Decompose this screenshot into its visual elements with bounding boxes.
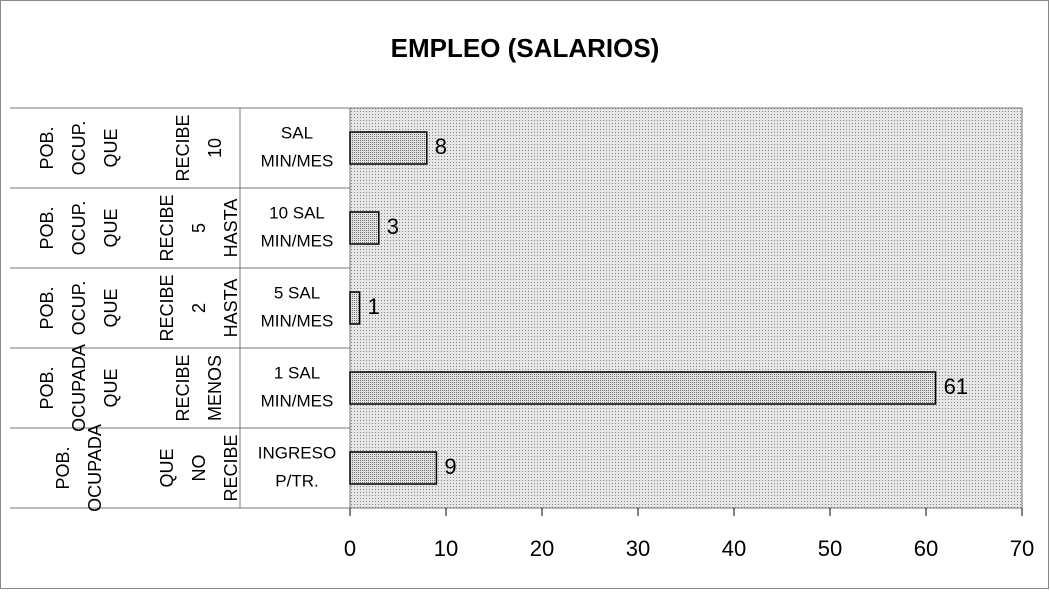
bar bbox=[349, 291, 361, 325]
category-label: OCUP. bbox=[69, 281, 89, 336]
x-tick-label: 60 bbox=[914, 536, 938, 561]
category-label: RECIBE bbox=[173, 354, 193, 421]
category-label: 2 bbox=[189, 303, 209, 313]
category-label: POB. bbox=[37, 286, 57, 329]
x-tick-label: 0 bbox=[344, 536, 356, 561]
category-label: MIN/MES bbox=[261, 231, 334, 250]
category-label: SAL bbox=[281, 123, 313, 142]
category-label: QUE bbox=[101, 368, 121, 407]
category-label: OCUPADA bbox=[69, 344, 89, 432]
category-label: 5 SAL bbox=[274, 283, 320, 302]
chart-title: EMPLEO (SALARIOS) bbox=[391, 33, 660, 63]
category-label: NO bbox=[189, 455, 209, 482]
category-label: OCUPADA bbox=[85, 424, 105, 512]
category-label: MIN/MES bbox=[261, 311, 334, 330]
category-label: QUE bbox=[157, 448, 177, 487]
plot-area bbox=[349, 107, 1023, 509]
x-tick-label: 30 bbox=[626, 536, 650, 561]
value-label: 3 bbox=[387, 214, 399, 239]
bar bbox=[349, 211, 380, 245]
category-label: RECIBE bbox=[157, 274, 177, 341]
category-label: P/TR. bbox=[275, 471, 318, 490]
category-label: OCUP. bbox=[69, 121, 89, 176]
category-label: MIN/MES bbox=[261, 391, 334, 410]
category-label: 10 SAL bbox=[269, 203, 325, 222]
category-label: HASTA bbox=[221, 199, 241, 258]
category-label: 10 bbox=[205, 138, 225, 158]
category-label: POB. bbox=[53, 446, 73, 489]
value-label: 8 bbox=[435, 134, 447, 159]
category-label: MIN/MES bbox=[261, 151, 334, 170]
x-tick-label: 50 bbox=[818, 536, 842, 561]
x-tick-label: 10 bbox=[434, 536, 458, 561]
category-label: 1 SAL bbox=[274, 363, 320, 382]
bar bbox=[349, 131, 428, 165]
category-label: POB. bbox=[37, 126, 57, 169]
x-tick-label: 40 bbox=[722, 536, 746, 561]
category-label: OCUP. bbox=[69, 201, 89, 256]
category-label: INGRESO bbox=[258, 443, 336, 462]
category-label: QUE bbox=[101, 288, 121, 327]
x-tick-label: 70 bbox=[1010, 536, 1034, 561]
category-label: RECIBE bbox=[221, 434, 241, 501]
category-label: HASTA bbox=[221, 279, 241, 338]
category-label: RECIBE bbox=[157, 194, 177, 261]
value-label: 61 bbox=[944, 374, 968, 399]
bar bbox=[349, 451, 438, 485]
category-label: QUE bbox=[101, 208, 121, 247]
bar bbox=[349, 371, 937, 405]
x-tick-label: 20 bbox=[530, 536, 554, 561]
category-label: MENOS bbox=[205, 355, 225, 421]
value-label: 1 bbox=[368, 294, 380, 319]
category-label: 5 bbox=[189, 223, 209, 233]
category-label: QUE bbox=[101, 128, 121, 167]
category-label: POB. bbox=[37, 366, 57, 409]
category-label: RECIBE bbox=[173, 114, 193, 181]
category-label: POB. bbox=[37, 206, 57, 249]
value-label: 9 bbox=[444, 454, 456, 479]
